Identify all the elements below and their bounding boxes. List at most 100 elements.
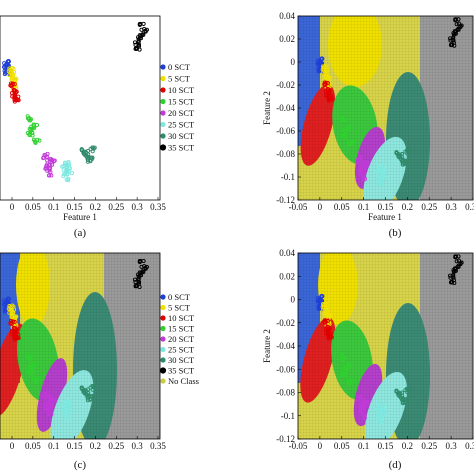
x-tick-label: 0.1 [48, 441, 59, 451]
data-point [30, 131, 35, 136]
data-point [362, 165, 367, 170]
data-point [27, 371, 32, 376]
x-tick-label: -0.05 [289, 202, 308, 212]
panel-a-points [1, 21, 149, 183]
legend-label: 0 SCT [168, 62, 191, 72]
data-point [141, 258, 146, 264]
data-point [341, 373, 346, 378]
data-point [359, 173, 364, 178]
panel-d-points [315, 254, 464, 425]
data-point [90, 155, 95, 160]
data-point [323, 89, 328, 94]
data-point [52, 158, 57, 163]
data-point [406, 386, 411, 392]
data-point [328, 96, 333, 101]
x-tick-label: 0.05 [25, 441, 41, 451]
data-point [448, 38, 453, 43]
data-point [378, 181, 383, 186]
data-point [137, 259, 142, 264]
data-point [5, 300, 10, 305]
data-point [359, 411, 364, 417]
data-point [452, 43, 457, 48]
data-point [90, 387, 95, 392]
y-tick-label: -0.02 [276, 80, 295, 90]
data-point [61, 174, 66, 179]
data-point [383, 413, 388, 418]
data-point [8, 319, 14, 324]
data-point [341, 118, 346, 123]
x-tick-label: 0.1 [48, 202, 59, 212]
panel-b-xlabel: Feature 1 [368, 212, 402, 222]
data-point [405, 387, 411, 392]
x-tick-label: 0.15 [378, 202, 394, 212]
data-point [141, 32, 146, 37]
legend-label: 0 SCT [168, 292, 191, 302]
x-tick-label: 0.15 [67, 441, 83, 451]
data-point [319, 293, 324, 298]
data-point [49, 412, 54, 417]
x-tick-label: 0.05 [334, 202, 350, 212]
x-tick-label: 0.2 [402, 441, 413, 451]
data-point [6, 58, 11, 64]
data-point [3, 70, 8, 75]
legend-marker [160, 87, 166, 93]
data-point [6, 69, 11, 74]
data-point [47, 407, 52, 412]
legend-label: 35 SCT [168, 143, 195, 153]
data-point [327, 326, 332, 331]
legend-marker [160, 121, 166, 128]
data-point [10, 310, 15, 315]
y-tick-label: -0.06 [276, 126, 295, 136]
panel-a: 0 0.05 0.1 0.15 0.2 0.25 0.3 0.35 Feature 1 (a)… [0, 15, 195, 239]
data-point [378, 403, 383, 408]
data-point [400, 397, 405, 402]
data-point [363, 165, 368, 170]
data-point [69, 409, 75, 414]
data-point [323, 63, 328, 68]
x-tick-label: 0.2 [90, 441, 101, 451]
data-point [363, 399, 368, 404]
y-tick-label: -0.12 [276, 434, 295, 444]
data-point [47, 157, 52, 162]
data-point [3, 308, 8, 313]
data-point [85, 398, 90, 403]
legend-label: 25 SCT [168, 345, 195, 355]
panel-b-ylabel: Feature 2 [262, 91, 272, 125]
panel-c-label: (c) [74, 459, 87, 471]
data-point [10, 65, 15, 70]
legend-marker [160, 325, 166, 332]
data-point [64, 172, 69, 177]
data-point [45, 168, 50, 173]
data-point [448, 275, 453, 280]
legend-marker [160, 346, 166, 353]
x-tick-label: 0.15 [378, 441, 394, 451]
panel-a-xticks: 0 0.05 0.1 0.15 0.2 0.25 0.3 0.35 [10, 197, 166, 212]
data-point [358, 396, 363, 401]
data-point [451, 32, 456, 37]
data-point [6, 296, 11, 301]
data-point [346, 126, 351, 132]
data-point [64, 177, 69, 182]
panel-a-frame [0, 15, 161, 201]
data-point [322, 80, 327, 85]
data-point [361, 415, 366, 420]
data-point [49, 173, 54, 178]
y-tick-label: -0.08 [276, 149, 295, 159]
data-point [10, 303, 15, 308]
x-tick-label: 0 [318, 202, 323, 212]
data-point [323, 301, 328, 306]
data-point [450, 273, 456, 278]
legend-marker [160, 315, 166, 321]
data-point [41, 155, 46, 160]
x-tick-label: 0.3 [446, 202, 458, 212]
panel-d-ylabel: Feature 2 [262, 329, 272, 363]
panel-d: 0.04 0.02 0 -0.02 -0.04 -0.06 -0.08 -0.1 -0.12 -… [262, 248, 474, 471]
legend-marker [160, 98, 166, 105]
panel-b-yticks: 0.04 0.02 0 -0.02 -0.04 -0.06 -0.08 -0.1 -0.12 [276, 11, 301, 205]
data-point [383, 174, 388, 179]
legend-label: 10 SCT [168, 313, 195, 323]
data-point [341, 134, 346, 139]
data-point [357, 170, 362, 175]
y-tick-label: 0.04 [279, 248, 295, 258]
data-point [453, 254, 458, 259]
